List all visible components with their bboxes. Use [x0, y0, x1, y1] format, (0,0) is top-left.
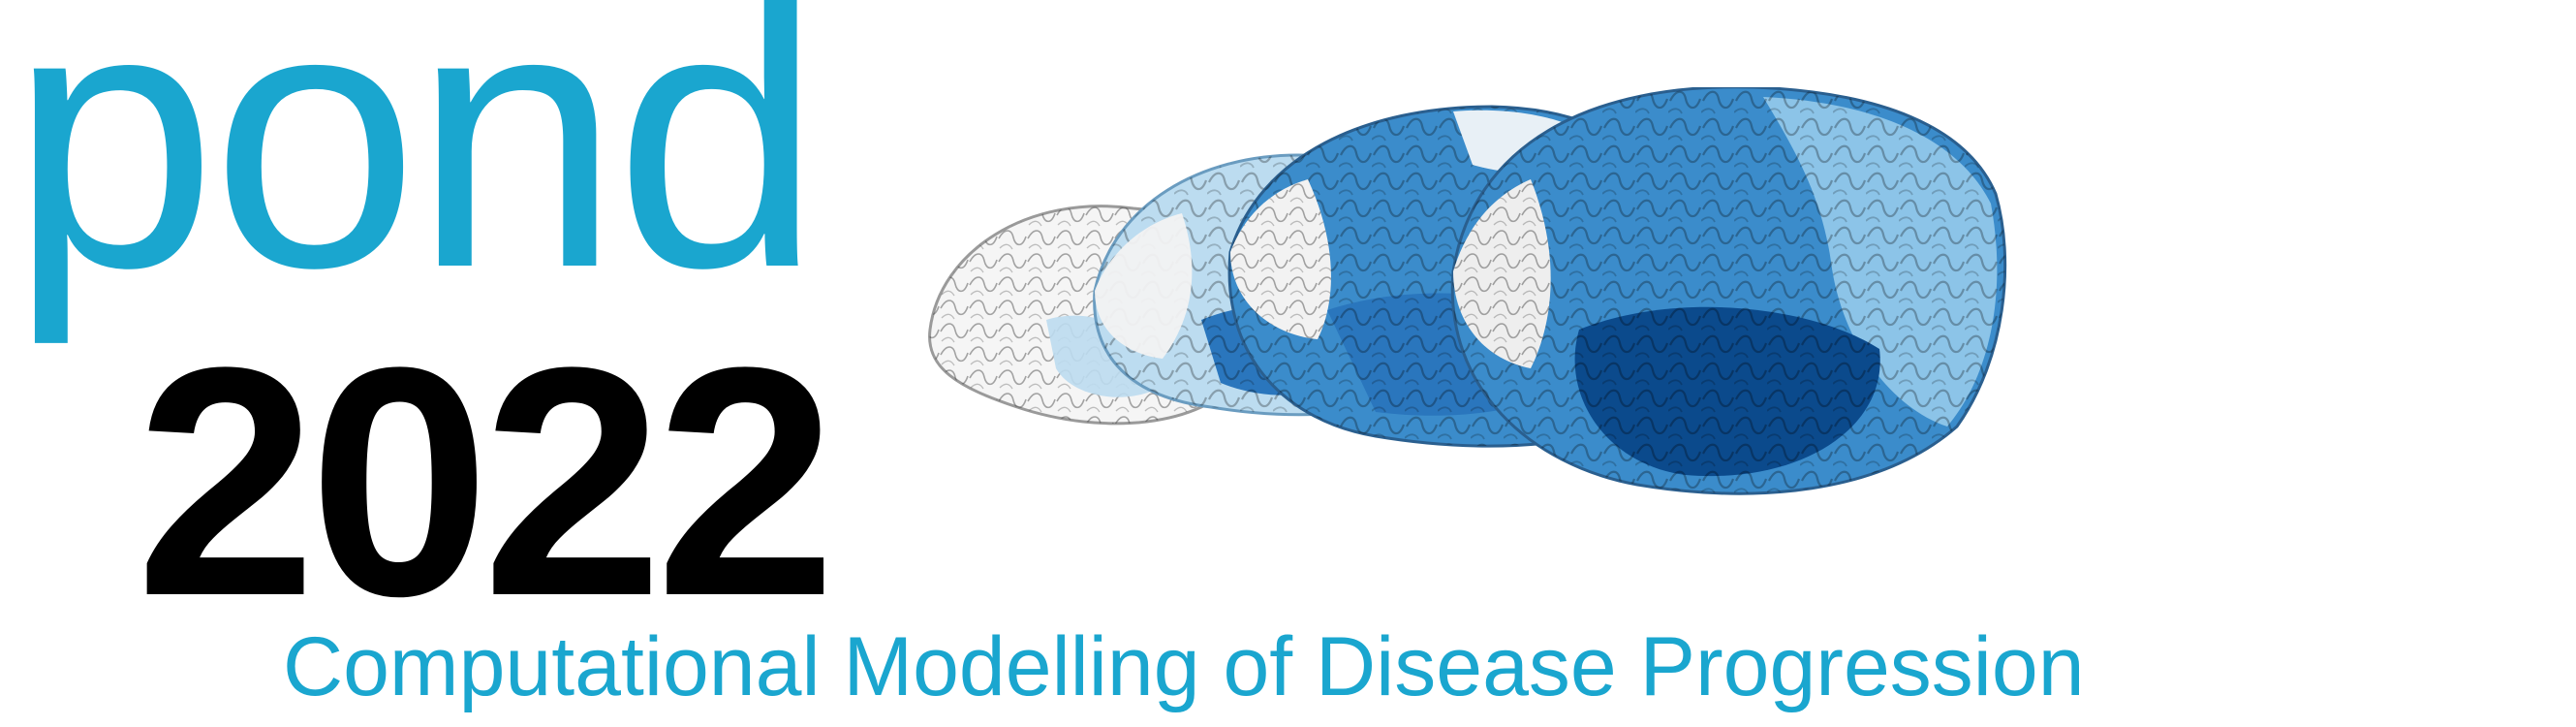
brain-progression-illustration	[928, 87, 2007, 495]
logo-word-pond: pond	[10, 0, 822, 345]
logo-tagline: Computational Modelling of Disease Progr…	[283, 620, 2085, 713]
logo-year: 2022	[136, 300, 836, 664]
brain-stage-4	[1450, 87, 2007, 495]
